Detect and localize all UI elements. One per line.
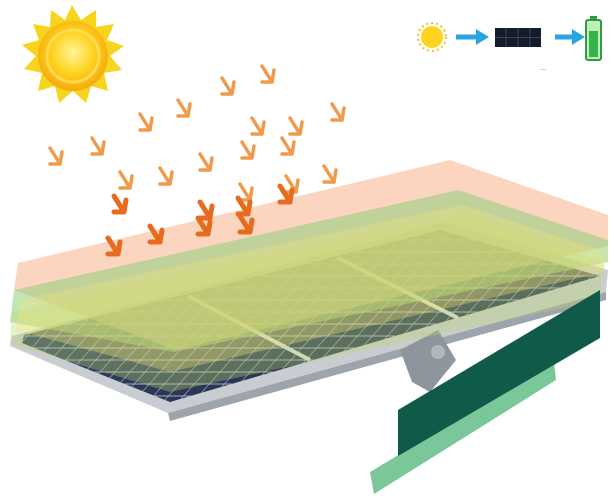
ray-arrow-icon: [238, 182, 254, 202]
ray-arrow-icon: [90, 136, 106, 156]
ray-arrow-icon: [240, 140, 256, 160]
sun-rays: [48, 64, 346, 257]
ray-arrow-icon: [280, 136, 296, 156]
dark-stripe: [398, 290, 600, 456]
ray-arrow-icon: [138, 112, 154, 132]
ray-arrow-icon: [277, 183, 295, 205]
ray-arrow-icon: [176, 98, 192, 118]
ray-arrow-icon: [250, 116, 266, 136]
ray-arrow-icon: [260, 64, 276, 84]
legend-solar-panel-icon: [495, 28, 541, 47]
ray-arrow-icon: [220, 76, 236, 96]
ray-arrow-icon: [105, 235, 123, 257]
ray-arrow-icon: [48, 146, 64, 166]
battery-icon: [585, 16, 602, 61]
ray-arrow-icon: [118, 170, 134, 190]
ray-arrow-icon: [330, 102, 346, 122]
ray-arrow-icon: [111, 193, 129, 215]
arrow-right-icon: [456, 29, 489, 45]
ray-arrow-icon: [288, 116, 304, 136]
ray-arrow-icon: [147, 223, 165, 245]
legend-sun-icon: [417, 22, 447, 52]
light-stripe: [370, 362, 556, 494]
ray-arrow-icon: [195, 215, 213, 237]
ray-arrow-icon: [198, 152, 214, 172]
ray-arrow-icon: [158, 166, 174, 186]
ray-arrow-icon: [237, 213, 255, 235]
legend-caption: —: [540, 66, 546, 73]
decorative-stripes: [370, 290, 600, 494]
sun-icon: [22, 5, 124, 103]
arrow-right-icon: [555, 29, 585, 45]
light-layers: [10, 160, 608, 392]
energy-flow-legend: [417, 16, 602, 61]
ray-arrow-icon: [322, 164, 338, 184]
ray-arrow-icon: [197, 199, 215, 221]
